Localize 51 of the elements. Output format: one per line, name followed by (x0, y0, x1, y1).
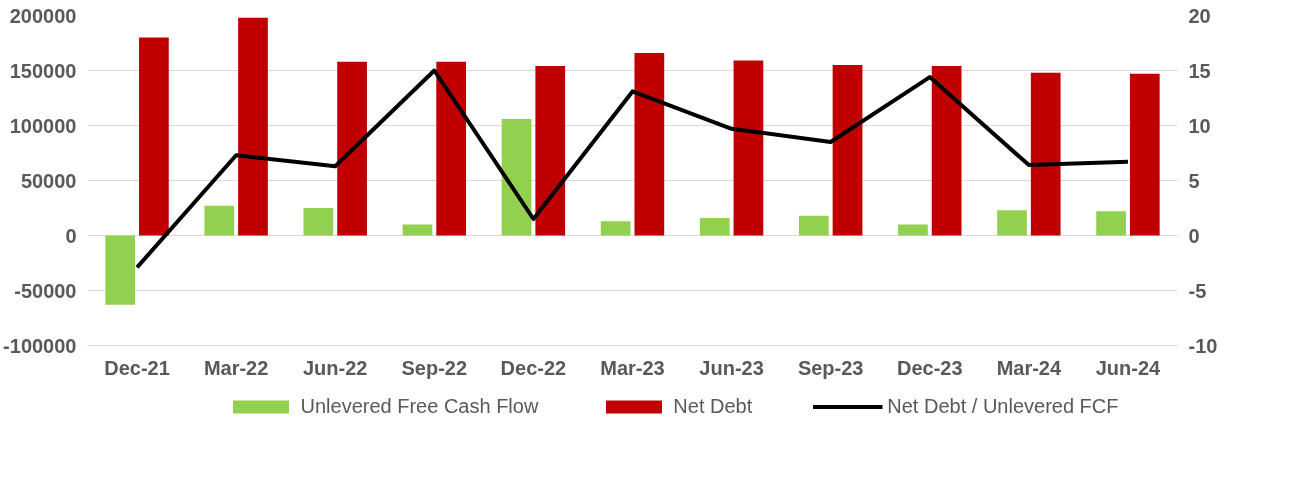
y-tick-label: -100000 (3, 334, 77, 357)
bar (832, 65, 863, 236)
x-tick-label: Mar-24 (996, 356, 1062, 379)
bar (898, 224, 928, 236)
bar (402, 224, 433, 236)
y2-tick-label: 0 (1188, 224, 1200, 247)
bar (1129, 73, 1160, 236)
bar (997, 210, 1027, 236)
legend-label: Unlevered Free Cash Flow (300, 394, 539, 418)
bar (238, 17, 268, 236)
bar (139, 37, 169, 236)
bar (501, 118, 532, 236)
y2-tick-label: 15 (1188, 59, 1211, 82)
bar (699, 217, 730, 236)
legend-label: Net Debt / Unlevered FCF (887, 394, 1119, 418)
bar (600, 221, 631, 236)
y-tick-label: 150000 (9, 59, 77, 82)
x-tick-label: Dec-21 (104, 356, 170, 379)
x-tick-label: Jun-23 (699, 356, 764, 379)
bar (798, 215, 829, 236)
x-tick-label: Sep-22 (401, 356, 468, 379)
line-series (135, 68, 1130, 270)
y-tick-label: 50000 (20, 169, 77, 192)
bar (105, 235, 136, 305)
x-tick-label: Dec-22 (500, 356, 567, 379)
bar (204, 205, 235, 236)
y2-tick-label: -10 (1188, 334, 1218, 357)
x-tick-label: Dec-23 (896, 356, 963, 379)
bar (931, 66, 962, 236)
x-tick-label: Jun-22 (303, 356, 368, 379)
bar (634, 52, 665, 236)
bar (535, 66, 566, 236)
y2-tick-label: 10 (1188, 114, 1211, 137)
x-tick-label: Sep-23 (797, 356, 864, 379)
bar (303, 208, 334, 236)
legend-label: Net Debt (673, 394, 753, 418)
y-tick-label: 0 (65, 224, 77, 247)
bar (1030, 72, 1061, 236)
x-tick-label: Jun-24 (1095, 356, 1162, 379)
bar (1096, 211, 1126, 236)
y-tick-label: -50000 (14, 279, 77, 302)
y2-tick-label: 20 (1188, 4, 1211, 27)
x-tick-label: Mar-23 (600, 356, 665, 379)
y2-tick-label: 5 (1188, 169, 1200, 192)
x-tick-label: Mar-22 (203, 356, 269, 379)
bar (436, 61, 467, 236)
bar (733, 60, 764, 236)
y2-tick-label: -5 (1188, 279, 1207, 302)
bar (337, 61, 367, 236)
y-tick-label: 100000 (9, 114, 77, 137)
y-tick-label: 200000 (9, 4, 77, 27)
